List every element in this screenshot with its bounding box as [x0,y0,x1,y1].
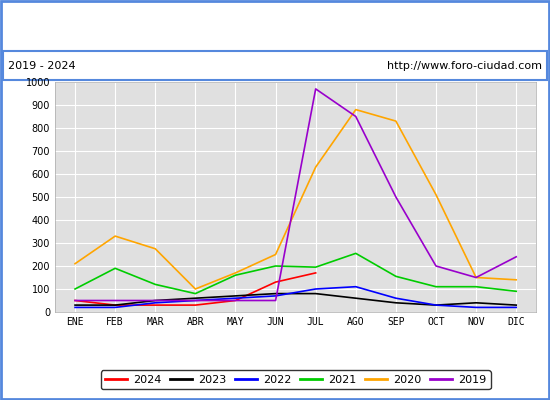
Legend: 2024, 2023, 2022, 2021, 2020, 2019: 2024, 2023, 2022, 2021, 2020, 2019 [101,370,491,389]
Text: http://www.foro-ciudad.com: http://www.foro-ciudad.com [387,61,542,70]
Text: Evolucion Nº Turistas Nacionales en el municipio de Lantadilla: Evolucion Nº Turistas Nacionales en el m… [68,18,482,32]
Text: 2019 - 2024: 2019 - 2024 [8,61,76,70]
FancyBboxPatch shape [3,51,547,80]
